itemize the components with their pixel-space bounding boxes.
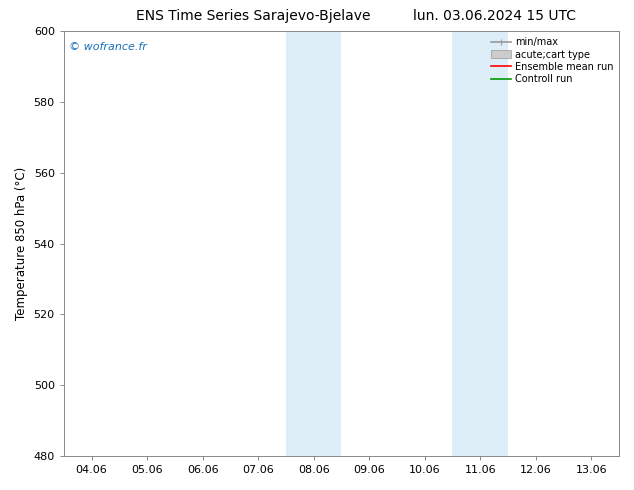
Bar xyxy=(480,31,508,456)
Legend: min/max, acute;cart type, Ensemble mean run, Controll run: min/max, acute;cart type, Ensemble mean … xyxy=(488,33,617,88)
Y-axis label: Temperature 850 hPa (°C): Temperature 850 hPa (°C) xyxy=(15,167,28,320)
Bar xyxy=(314,31,342,456)
Text: ENS Time Series Sarajevo-Bjelave: ENS Time Series Sarajevo-Bjelave xyxy=(136,9,371,23)
Bar xyxy=(286,31,314,456)
Text: lun. 03.06.2024 15 UTC: lun. 03.06.2024 15 UTC xyxy=(413,9,576,23)
Bar xyxy=(453,31,480,456)
Text: © wofrance.fr: © wofrance.fr xyxy=(69,42,147,52)
